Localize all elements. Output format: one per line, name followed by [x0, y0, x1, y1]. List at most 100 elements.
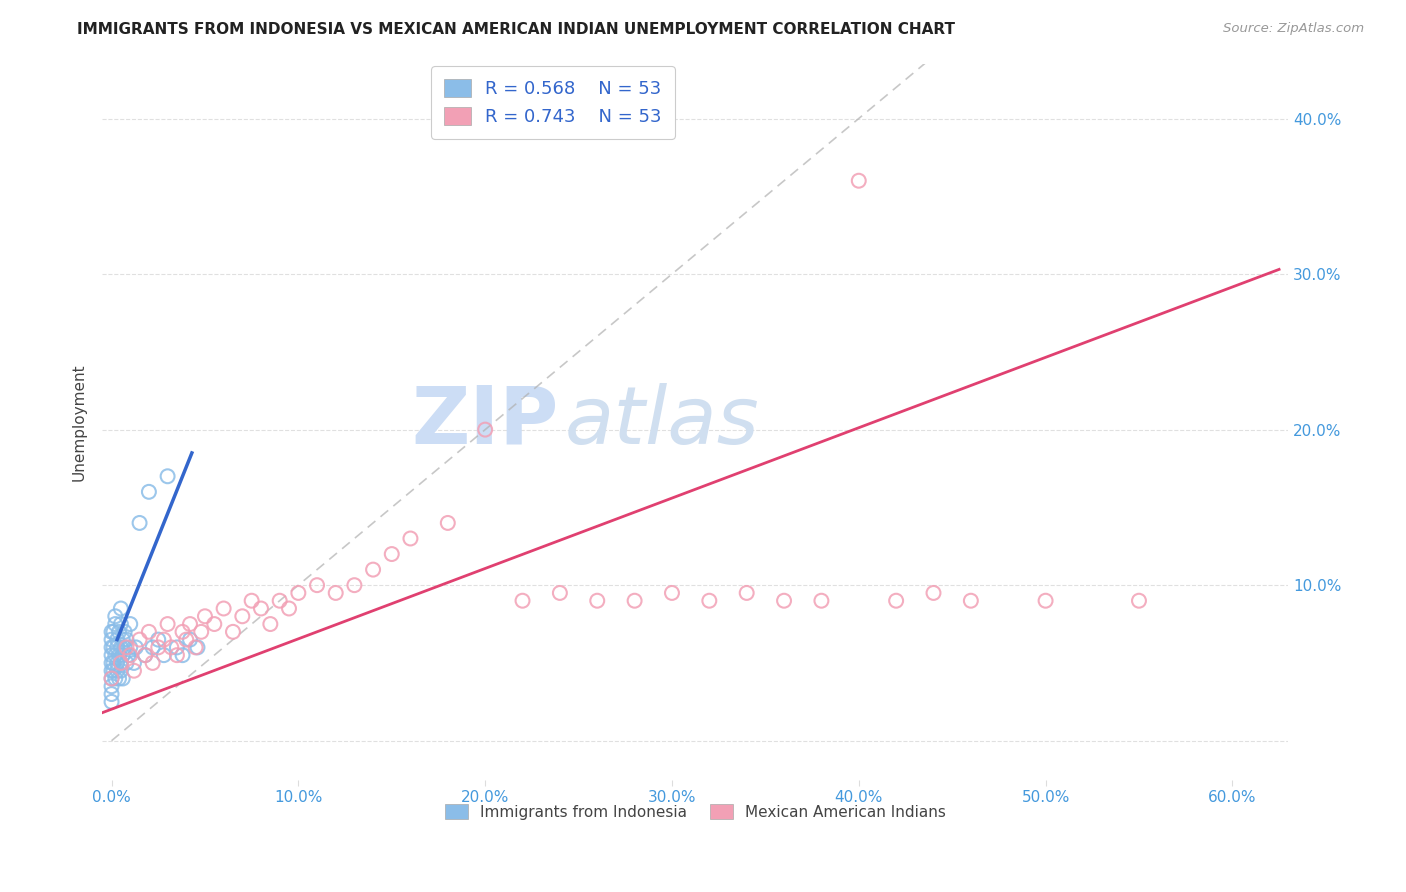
- Point: [110, 617, 132, 632]
- Point: [100, 672, 122, 686]
- Point: [212, 601, 235, 615]
- Point: [100, 632, 122, 647]
- Point: [104, 609, 127, 624]
- Point: [399, 532, 422, 546]
- Point: [100, 695, 122, 709]
- Point: [100, 648, 122, 662]
- Point: [100, 687, 122, 701]
- Point: [186, 640, 208, 655]
- Point: [174, 632, 197, 647]
- Point: [120, 617, 142, 632]
- Point: [512, 593, 534, 607]
- Point: [100, 672, 122, 686]
- Point: [115, 656, 138, 670]
- Point: [153, 648, 176, 662]
- Point: [105, 656, 128, 670]
- Point: [436, 516, 458, 530]
- Point: [128, 632, 150, 647]
- Point: [125, 640, 148, 655]
- Point: [156, 617, 179, 632]
- Point: [250, 601, 273, 615]
- Point: [104, 617, 127, 632]
- Point: [100, 656, 122, 670]
- Point: [108, 672, 131, 686]
- Text: IMMIGRANTS FROM INDONESIA VS MEXICAN AMERICAN INDIAN UNEMPLOYMENT CORRELATION CH: IMMIGRANTS FROM INDONESIA VS MEXICAN AME…: [77, 22, 955, 37]
- Point: [104, 648, 127, 662]
- Point: [194, 609, 217, 624]
- Point: [153, 632, 176, 647]
- Point: [661, 586, 683, 600]
- Point: [115, 632, 138, 647]
- Point: [269, 593, 291, 607]
- Point: [148, 640, 170, 655]
- Point: [108, 624, 131, 639]
- Point: [103, 664, 125, 678]
- Point: [115, 640, 138, 655]
- Point: [108, 648, 131, 662]
- Text: ZIP: ZIP: [412, 383, 560, 461]
- Point: [100, 624, 122, 639]
- Point: [735, 586, 758, 600]
- Point: [278, 601, 301, 615]
- Point: [179, 632, 201, 647]
- Point: [134, 648, 156, 662]
- Point: [110, 640, 132, 655]
- Point: [474, 423, 496, 437]
- Point: [240, 593, 263, 607]
- Point: [111, 648, 134, 662]
- Point: [810, 593, 832, 607]
- Point: [110, 601, 132, 615]
- Point: [259, 617, 281, 632]
- Point: [179, 617, 201, 632]
- Point: [104, 672, 127, 686]
- Point: [623, 593, 645, 607]
- Point: [114, 640, 136, 655]
- Point: [105, 632, 128, 647]
- Point: [128, 516, 150, 530]
- Point: [110, 656, 132, 670]
- Point: [160, 640, 183, 655]
- Point: [222, 624, 245, 639]
- Point: [122, 656, 145, 670]
- Point: [148, 632, 170, 647]
- Point: [134, 648, 156, 662]
- Point: [231, 609, 253, 624]
- Point: [699, 593, 721, 607]
- Point: [172, 624, 194, 639]
- Point: [166, 648, 188, 662]
- Point: [166, 640, 188, 655]
- Legend: Immigrants from Indonesia, Mexican American Indians: Immigrants from Indonesia, Mexican Ameri…: [439, 797, 952, 826]
- Point: [548, 586, 571, 600]
- Point: [1128, 593, 1150, 607]
- Point: [172, 648, 194, 662]
- Point: [105, 664, 128, 678]
- Point: [287, 586, 309, 600]
- Point: [381, 547, 404, 561]
- Point: [202, 617, 225, 632]
- Point: [184, 640, 207, 655]
- Point: [1035, 593, 1057, 607]
- Point: [103, 640, 125, 655]
- Point: [110, 664, 132, 678]
- Point: [156, 469, 179, 483]
- Point: [922, 586, 945, 600]
- Point: [190, 624, 212, 639]
- Point: [361, 563, 384, 577]
- Point: [325, 586, 347, 600]
- Point: [111, 672, 134, 686]
- Point: [105, 640, 128, 655]
- Point: [773, 593, 796, 607]
- Text: atlas: atlas: [565, 383, 759, 461]
- Point: [114, 624, 136, 639]
- Point: [110, 656, 132, 670]
- Point: [100, 640, 122, 655]
- Point: [138, 484, 160, 499]
- Point: [343, 578, 366, 592]
- Point: [111, 632, 134, 647]
- Point: [103, 624, 125, 639]
- Point: [142, 656, 165, 670]
- Point: [142, 640, 165, 655]
- Point: [117, 648, 139, 662]
- Point: [305, 578, 328, 592]
- Point: [848, 174, 870, 188]
